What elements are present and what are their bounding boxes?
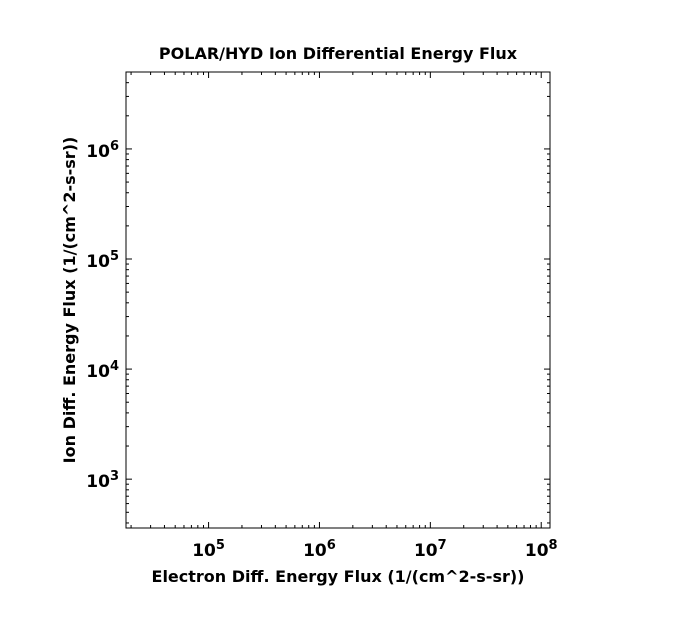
y-tick-label: 104 [86,359,119,382]
y-major-ticks [126,148,550,480]
y-tick-label: 106 [86,139,119,162]
x-tick-label: 106 [303,538,336,561]
chart-title: POLAR/HYD Ion Differential Energy Flux [159,44,518,63]
y-tick-label: 103 [86,469,119,492]
x-tick-label: 105 [192,538,225,561]
y-tick-label: 105 [86,249,119,272]
y-tick-labels: 103 104 105 106 [86,139,119,492]
x-axis-label: Electron Diff. Energy Flux (1/(cm^2-s-sr… [152,567,525,586]
x-tick-label: 108 [525,538,558,561]
x-major-ticks [208,72,542,528]
y-axis-label: Ion Diff. Energy Flux (1/(cm^2-s-sr)) [60,137,79,464]
x-tick-label: 107 [414,538,447,561]
y-minor-ticks [126,71,550,524]
x-tick-labels: 105 106 107 108 [192,538,557,561]
plot-area [125,71,551,529]
x-minor-ticks [130,72,537,528]
